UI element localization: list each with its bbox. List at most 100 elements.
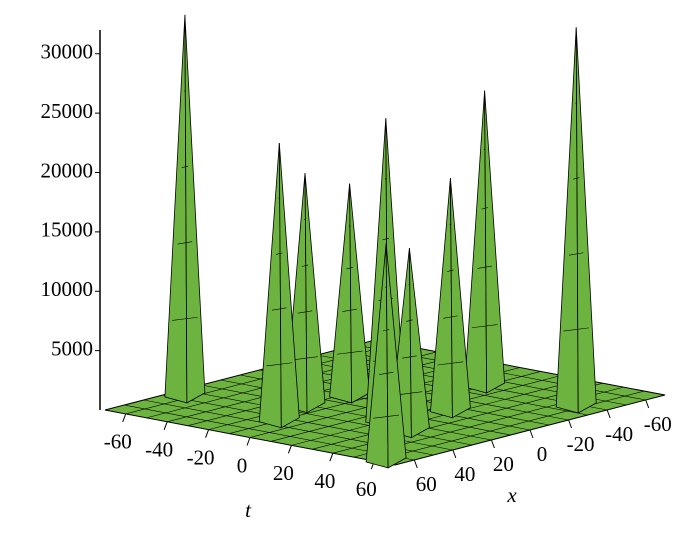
peak-rib: [292, 356, 318, 361]
t-tick-label: 0: [237, 453, 248, 477]
peak-rib: [172, 316, 198, 321]
t-tick-label: 60: [356, 477, 377, 501]
t-tick-label: 40: [314, 469, 335, 493]
peak-rib: [297, 310, 313, 314]
peak-rib: [477, 265, 492, 269]
peak-rib: [385, 286, 388, 288]
t-tick-label: -60: [104, 430, 132, 454]
peak-rib: [278, 197, 281, 199]
peak-rib: [177, 241, 193, 245]
peak-rib: [483, 148, 486, 151]
peak-rib: [382, 329, 390, 332]
peak-rib: [437, 361, 464, 366]
x-axis-label: x: [506, 483, 517, 507]
peak-rib: [266, 362, 293, 367]
t-tick: [246, 437, 251, 446]
x-tick-label: 20: [493, 452, 514, 476]
t-tick: [122, 413, 127, 423]
z-tick-label: 25000: [41, 99, 94, 123]
peak-rib: [373, 414, 399, 419]
peak-face: [429, 178, 453, 419]
peak-rib: [572, 177, 580, 180]
t-tick: [163, 421, 168, 430]
t-tick: [205, 429, 210, 438]
x-tick-label: -40: [605, 422, 633, 446]
peak-rib: [304, 218, 306, 221]
peak-rib: [336, 350, 363, 355]
peak-rib: [575, 102, 578, 104]
peak: [365, 243, 407, 469]
peak-rib: [181, 165, 189, 168]
peak-face: [349, 183, 371, 404]
z-tick-label: 30000: [41, 40, 94, 64]
peak-rib: [447, 269, 454, 272]
x-tick: [452, 449, 457, 459]
x-tick: [645, 399, 650, 409]
peak: [555, 27, 597, 414]
peak-face: [555, 27, 579, 414]
peak-rib: [272, 307, 287, 311]
t-tick: [329, 453, 334, 462]
peak-rib: [568, 252, 584, 256]
t-tick: [287, 445, 292, 454]
peak: [329, 183, 371, 404]
peak-face: [329, 183, 353, 404]
peak-face: [258, 142, 282, 429]
peak-face: [409, 247, 430, 439]
mesh-line: [201, 384, 492, 441]
peak-rib: [563, 327, 590, 332]
peak-rib: [402, 355, 417, 359]
peak-rib: [449, 223, 452, 226]
t-axis-label: t: [245, 498, 252, 522]
z-tick-label: 5000: [51, 336, 93, 360]
peak-face: [450, 178, 471, 419]
peak-rib: [346, 267, 353, 270]
x-tick: [490, 439, 495, 449]
t-tick-label: 20: [273, 461, 294, 485]
peak-rib: [408, 283, 411, 285]
peak-rib: [396, 391, 423, 396]
peak-rib: [348, 225, 351, 227]
peak: [464, 90, 506, 394]
peak-face: [575, 27, 597, 414]
mesh-line: [182, 389, 473, 446]
t-tick-label: -20: [187, 445, 215, 469]
t-tick-label: -40: [145, 438, 173, 462]
x-tick-label: -60: [644, 412, 672, 436]
x-tick: [606, 409, 611, 419]
peak: [258, 142, 300, 429]
peak-face: [164, 14, 188, 404]
peak-rib: [471, 324, 498, 329]
x-tick: [413, 459, 418, 469]
x-tick-label: -20: [567, 432, 595, 456]
mesh-line: [124, 404, 415, 461]
peak-rib: [183, 90, 186, 92]
z-tick-label: 15000: [41, 218, 94, 242]
mesh-line: [374, 390, 645, 462]
peak-rib: [406, 319, 413, 322]
x-tick: [568, 419, 573, 429]
x-tick-label: 60: [416, 472, 437, 496]
peak-rib: [378, 371, 394, 375]
z-tick-label: 10000: [41, 277, 94, 301]
peak-rib: [481, 207, 488, 210]
peak-face: [385, 243, 407, 469]
peak-face: [484, 90, 506, 394]
peak-rib: [443, 315, 458, 319]
peak-rib: [342, 308, 357, 312]
peak-rib: [276, 252, 283, 255]
peak-face: [184, 14, 206, 404]
peak: [429, 178, 471, 419]
peak-face: [304, 173, 326, 414]
peak: [164, 14, 206, 404]
x-tick-label: 0: [537, 442, 548, 466]
peak-rib: [301, 264, 309, 267]
z-tick-label: 20000: [41, 158, 94, 182]
peak-face: [464, 90, 488, 394]
peak-rib: [384, 177, 387, 180]
peak-rib: [382, 237, 390, 241]
x-tick-label: 40: [454, 462, 475, 486]
x-tick: [529, 429, 534, 439]
peak-face: [278, 142, 300, 429]
